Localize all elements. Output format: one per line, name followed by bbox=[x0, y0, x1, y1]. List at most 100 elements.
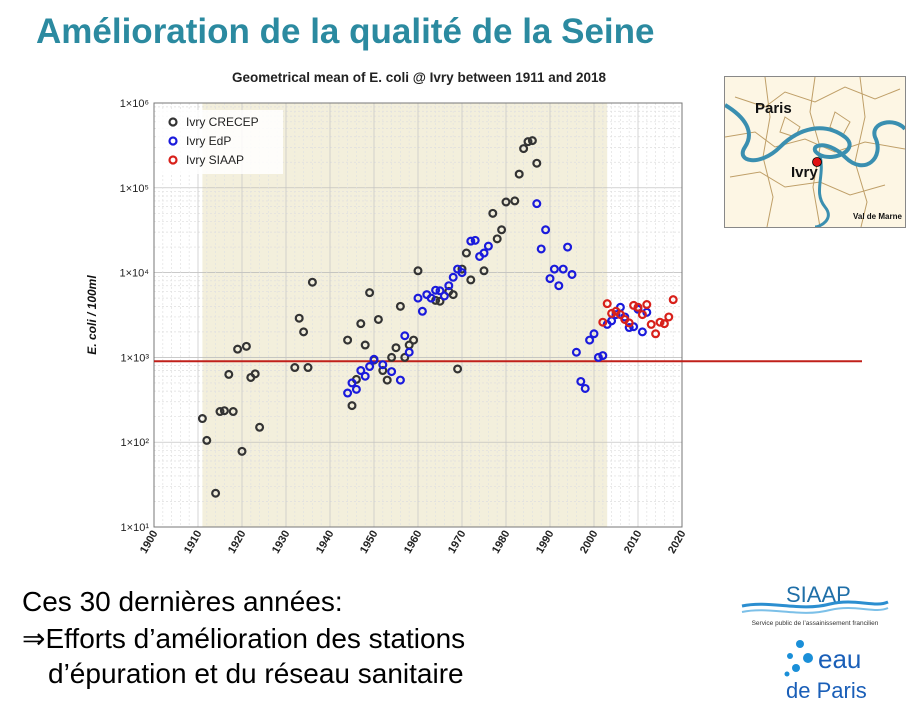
legend-label-siaap: Ivry SIAAP bbox=[186, 153, 244, 167]
eau-de-paris-figure-icon bbox=[784, 640, 813, 677]
data-point-crecep bbox=[237, 446, 247, 456]
data-point-crecep bbox=[250, 369, 260, 379]
data-point-siaap bbox=[642, 300, 652, 310]
map-label-paris: Paris bbox=[755, 100, 792, 117]
data-point-crecep bbox=[360, 340, 370, 350]
marne-river bbox=[814, 154, 830, 227]
x-tick-label: 1970 bbox=[446, 529, 469, 556]
body-line-1: Ces 30 dernières années: bbox=[22, 586, 343, 617]
x-tick-label: 1920 bbox=[226, 529, 249, 556]
x-tick-label: 2020 bbox=[666, 529, 689, 556]
data-point-siaap bbox=[659, 319, 669, 329]
data-point-edp bbox=[549, 264, 559, 274]
data-point-crecep bbox=[255, 422, 265, 432]
data-point-crecep bbox=[303, 363, 313, 373]
data-point-edp bbox=[448, 272, 458, 282]
data-point-crecep bbox=[510, 196, 520, 206]
data-point-edp bbox=[545, 274, 555, 284]
data-point-edp bbox=[404, 347, 414, 357]
eau-logo-line2: de Paris bbox=[786, 678, 867, 703]
data-point-siaap bbox=[624, 318, 634, 328]
data-point-crecep bbox=[519, 144, 529, 154]
data-point-siaap bbox=[651, 329, 661, 339]
data-point-crecep bbox=[448, 290, 458, 300]
legend: Ivry CRECEP Ivry EdP Ivry SIAAP bbox=[158, 110, 283, 174]
data-point-crecep bbox=[527, 136, 537, 146]
y-tick-label: 1×10⁴ bbox=[119, 268, 149, 280]
data-point-edp bbox=[413, 293, 423, 303]
data-point-crecep bbox=[435, 296, 445, 306]
data-point-edp bbox=[536, 244, 546, 254]
x-tick-label: 1990 bbox=[534, 529, 557, 556]
data-point-edp bbox=[589, 329, 599, 339]
data-point-siaap bbox=[668, 295, 678, 305]
x-tick-label: 1940 bbox=[314, 529, 337, 556]
data-point-siaap bbox=[602, 299, 612, 309]
data-point-crecep bbox=[307, 277, 317, 287]
data-point-crecep bbox=[497, 225, 507, 235]
data-point-edp bbox=[387, 367, 397, 377]
data-point-edp bbox=[541, 225, 551, 235]
data-point-edp bbox=[479, 248, 489, 258]
chart-title: Geometrical mean of E. coli @ Ivry betwe… bbox=[232, 70, 607, 85]
eau-logo-line1: eau bbox=[818, 644, 861, 674]
data-point-crecep bbox=[492, 234, 502, 244]
siaap-logo: SIAAP Service public de l’assainissement… bbox=[740, 580, 890, 630]
data-point-crecep bbox=[514, 169, 524, 179]
data-point-edp bbox=[563, 242, 573, 252]
data-point-edp bbox=[431, 285, 441, 295]
data-point-siaap bbox=[646, 319, 656, 329]
data-point-crecep bbox=[356, 319, 366, 329]
data-point-edp bbox=[466, 236, 476, 246]
data-point-edp bbox=[356, 366, 366, 376]
data-point-crecep bbox=[241, 341, 251, 351]
y-axis-label: E. coli / 100ml bbox=[85, 275, 99, 355]
data-point-crecep bbox=[228, 407, 238, 417]
y-tick-label: 1×10² bbox=[121, 437, 150, 449]
data-point-crecep bbox=[523, 137, 533, 147]
data-point-edp bbox=[567, 269, 577, 279]
data-point-edp bbox=[554, 281, 564, 291]
x-tick-label: 1910 bbox=[182, 529, 205, 556]
data-point-edp bbox=[439, 291, 449, 301]
legend-label-crecep: Ivry CRECEP bbox=[186, 115, 259, 129]
data-point-edp bbox=[585, 335, 595, 345]
data-point-edp bbox=[347, 378, 357, 388]
body-line-2-text: Efforts d’amélioration des stations bbox=[45, 623, 466, 654]
seine-river bbox=[725, 103, 905, 168]
data-point-crecep bbox=[224, 369, 234, 379]
data-point-crecep bbox=[488, 208, 498, 218]
data-point-crecep bbox=[400, 352, 410, 362]
y-tick-label: 1×10⁵ bbox=[120, 183, 149, 195]
x-axis-ticks: 1900 1910 1920 1930 1940 1950 1960 1970 1980 1990… bbox=[138, 529, 689, 556]
data-point-edp bbox=[426, 293, 436, 303]
data-point-edp bbox=[343, 388, 353, 398]
data-point-siaap bbox=[633, 302, 643, 312]
data-point-siaap bbox=[615, 310, 625, 320]
data-point-crecep bbox=[457, 264, 467, 274]
legend-marker-edp bbox=[168, 136, 178, 146]
data-point-edp bbox=[457, 268, 467, 278]
legend-marker-siaap bbox=[168, 155, 178, 165]
data-point-crecep bbox=[365, 288, 375, 298]
data-point-edp bbox=[483, 241, 493, 251]
data-point-edp bbox=[571, 347, 581, 357]
data-point-edp bbox=[378, 360, 388, 370]
legend-label-edp: Ivry EdP bbox=[186, 134, 231, 148]
legend-marker-crecep bbox=[168, 117, 178, 127]
data-point-crecep bbox=[501, 197, 511, 207]
data-point-crecep bbox=[479, 266, 489, 276]
data-point-crecep bbox=[409, 335, 419, 345]
y-tick-label: 1×10⁶ bbox=[120, 98, 149, 110]
data-point-crecep bbox=[215, 407, 225, 417]
implies-arrow-icon: ⇒ bbox=[22, 623, 46, 654]
data-point-siaap bbox=[664, 312, 674, 322]
body-line-3: d’épuration et du réseau sanitaire bbox=[48, 658, 464, 689]
x-tick-label: 1930 bbox=[270, 529, 293, 556]
data-point-crecep bbox=[233, 344, 243, 354]
data-point-crecep bbox=[391, 343, 401, 353]
data-point-edp bbox=[611, 310, 621, 320]
data-point-siaap bbox=[598, 317, 608, 327]
data-point-crecep bbox=[413, 266, 423, 276]
data-point-edp bbox=[576, 376, 586, 386]
